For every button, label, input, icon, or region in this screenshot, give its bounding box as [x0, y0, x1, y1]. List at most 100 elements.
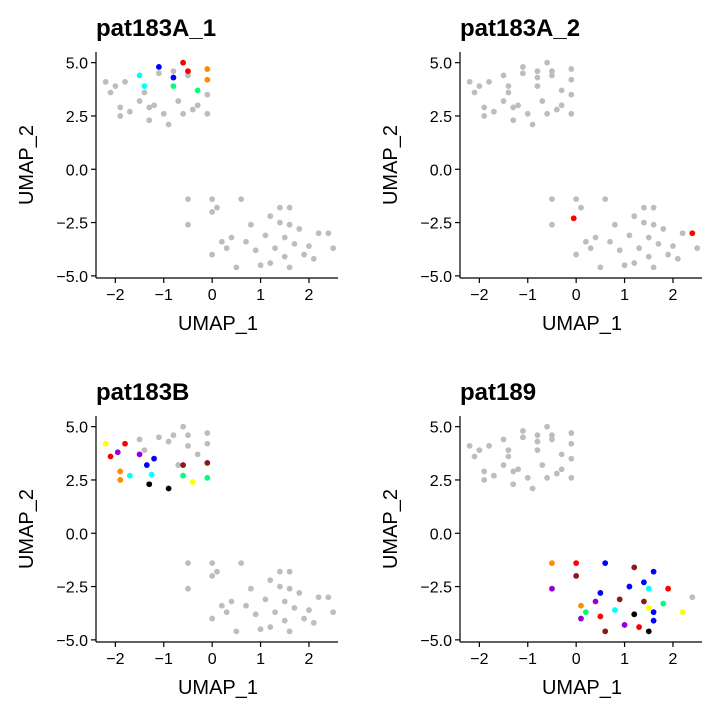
- background-point: [534, 438, 541, 445]
- x-tick-label: −1: [155, 287, 173, 304]
- x-tick-label: −1: [155, 651, 173, 668]
- x-tick-label: 1: [256, 287, 265, 304]
- background-point: [325, 594, 332, 601]
- highlighted-point: [194, 87, 201, 94]
- highlighted-point: [136, 451, 143, 458]
- highlighted-point: [602, 560, 609, 567]
- background-point: [558, 466, 565, 473]
- y-tick-label: −5.0: [56, 269, 88, 286]
- background-point: [505, 89, 512, 96]
- y-tick-label: −2.5: [420, 216, 452, 233]
- background-point: [315, 594, 322, 601]
- highlighted-point: [170, 83, 177, 90]
- background-point: [214, 568, 220, 575]
- highlighted-point: [180, 472, 187, 479]
- background-point: [330, 609, 337, 616]
- highlighted-point: [204, 474, 211, 481]
- background-point: [476, 83, 483, 90]
- background-point: [466, 442, 473, 449]
- highlighted-point: [180, 59, 187, 66]
- background-point: [277, 219, 283, 226]
- background-point: [568, 430, 575, 436]
- y-axis-label: UMAP_2: [380, 125, 402, 205]
- highlighted-point: [126, 472, 133, 479]
- background-point: [156, 70, 162, 77]
- highlighted-point: [641, 579, 647, 586]
- background-point: [505, 453, 512, 460]
- highlighted-point: [578, 615, 584, 622]
- highlighted-point: [626, 583, 633, 590]
- background-point: [524, 474, 531, 481]
- highlighted-point: [650, 617, 657, 624]
- x-axis-label: UMAP_1: [178, 313, 258, 335]
- background-point: [252, 247, 259, 254]
- background-point: [291, 240, 298, 247]
- background-point: [466, 78, 473, 85]
- background-point: [325, 230, 332, 237]
- background-point: [549, 221, 555, 228]
- highlighted-point: [143, 462, 150, 468]
- highlighted-point: [117, 468, 124, 475]
- background-point: [209, 560, 216, 567]
- background-point: [481, 104, 488, 111]
- x-tick-label: −2: [470, 651, 488, 668]
- background-point: [267, 624, 274, 630]
- background-point: [520, 428, 526, 434]
- background-point: [102, 78, 109, 85]
- background-point: [296, 226, 303, 232]
- background-point: [257, 262, 264, 269]
- highlighted-point: [136, 72, 143, 79]
- x-tick-label: 0: [572, 651, 581, 668]
- background-point: [223, 609, 230, 616]
- background-point: [539, 462, 546, 468]
- highlighted-point: [636, 624, 642, 630]
- highlighted-point: [170, 74, 177, 81]
- x-axis-label: UMAP_1: [178, 677, 258, 699]
- background-point: [553, 106, 560, 113]
- background-point: [267, 213, 274, 220]
- background-point: [156, 434, 162, 441]
- background-point: [578, 204, 584, 211]
- background-point: [330, 245, 337, 252]
- x-axis-label: UMAP_1: [542, 313, 622, 335]
- background-point: [471, 89, 478, 96]
- background-point: [310, 255, 317, 262]
- highlighted-point: [117, 477, 124, 483]
- background-point: [204, 430, 211, 436]
- background-point: [549, 432, 555, 439]
- highlighted-point: [185, 68, 191, 75]
- background-point: [544, 474, 551, 481]
- background-point: [185, 560, 191, 567]
- highlighted-point: [689, 230, 696, 237]
- background-point: [486, 442, 492, 449]
- background-point: [558, 87, 565, 94]
- background-point: [272, 245, 278, 252]
- background-point: [204, 440, 211, 447]
- background-point: [544, 59, 551, 66]
- background-point: [641, 204, 647, 211]
- highlighted-point: [597, 613, 604, 620]
- highlighted-point: [602, 628, 609, 635]
- background-point: [587, 245, 594, 252]
- background-point: [185, 442, 191, 449]
- y-axis-label: UMAP_2: [16, 125, 38, 205]
- background-point: [636, 245, 642, 252]
- background-point: [170, 432, 177, 439]
- background-point: [180, 110, 187, 117]
- background-point: [204, 110, 211, 117]
- background-point: [146, 104, 153, 111]
- highlighted-point: [616, 596, 623, 603]
- background-point: [185, 72, 191, 79]
- highlighted-point: [650, 609, 657, 616]
- background-point: [141, 447, 148, 454]
- y-tick-label: −2.5: [56, 580, 88, 597]
- x-tick-label: 0: [208, 651, 217, 668]
- background-point: [515, 466, 521, 473]
- background-point: [209, 573, 216, 579]
- background-point: [558, 451, 565, 458]
- background-point: [631, 260, 638, 266]
- background-point: [549, 436, 555, 443]
- highlighted-point: [621, 622, 628, 628]
- highlighted-point: [641, 598, 647, 605]
- panel-title: pat183A_2: [460, 15, 580, 42]
